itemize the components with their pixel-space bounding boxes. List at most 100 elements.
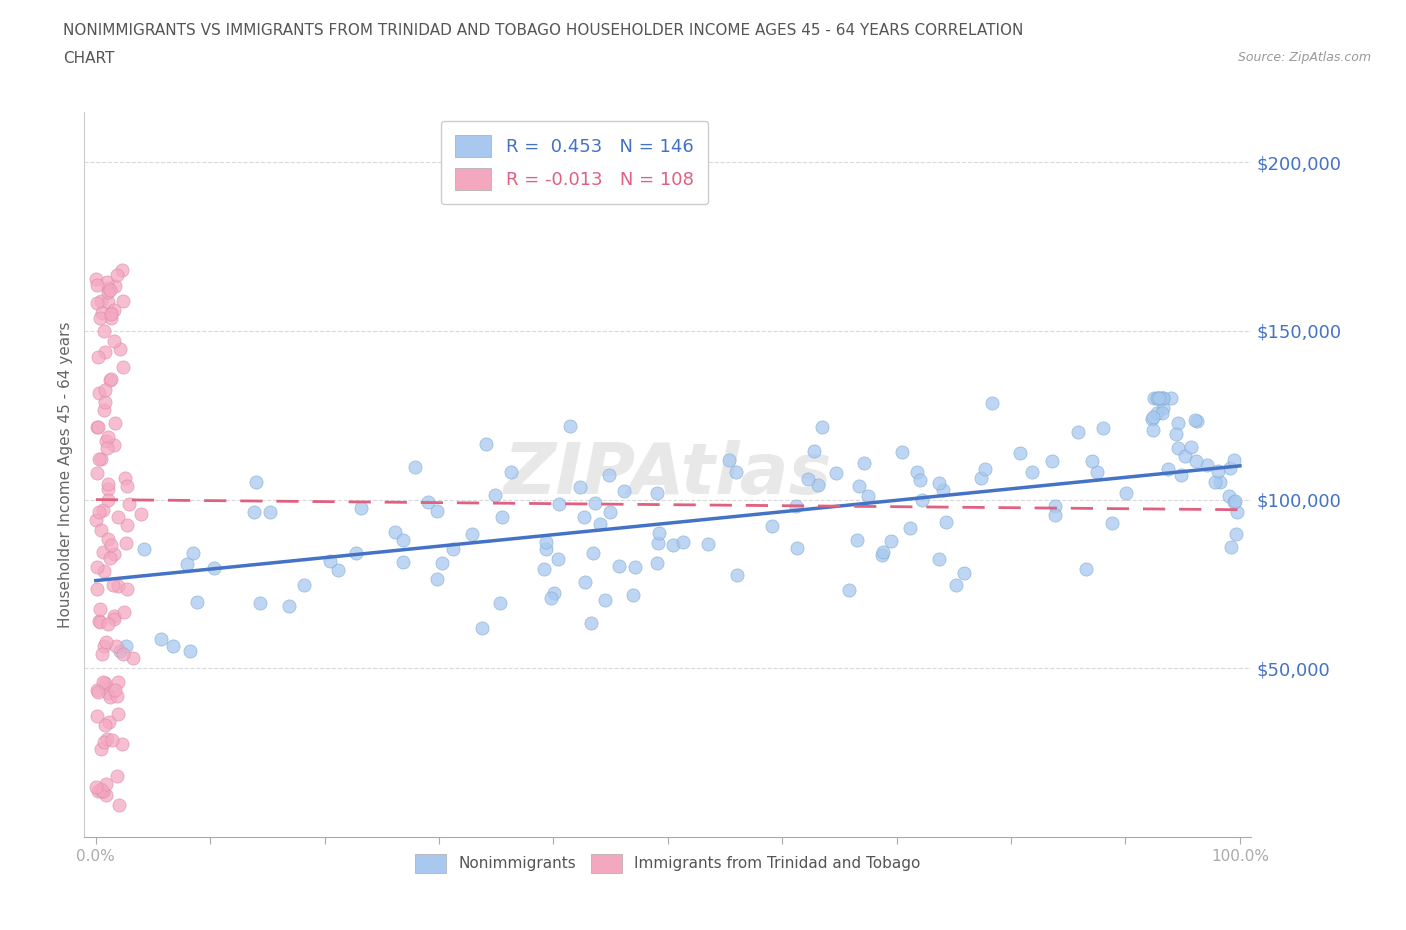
Point <box>86 295 108 310</box>
Point <box>725 567 748 582</box>
Point <box>111 294 134 309</box>
Point <box>94 680 117 695</box>
Point <box>953 565 976 580</box>
Point <box>98 689 121 704</box>
Point <box>534 534 557 549</box>
Point <box>613 484 636 498</box>
Point <box>583 496 606 511</box>
Point <box>932 483 955 498</box>
Point <box>181 546 204 561</box>
Point <box>548 497 571 512</box>
Point <box>1147 391 1170 405</box>
Point <box>94 433 117 448</box>
Point <box>430 555 453 570</box>
Point <box>86 466 108 481</box>
Point <box>908 472 931 487</box>
Point <box>104 278 127 293</box>
Point <box>441 541 464 556</box>
Point <box>811 419 834 434</box>
Point <box>1142 423 1164 438</box>
Point <box>134 541 156 556</box>
Point <box>96 685 118 700</box>
Point <box>87 452 110 467</box>
Point <box>100 307 122 322</box>
Point <box>350 500 373 515</box>
Point <box>91 783 114 798</box>
Point <box>91 305 114 320</box>
Point <box>89 615 111 630</box>
Point <box>97 285 120 299</box>
Point <box>870 548 893 563</box>
Point <box>86 277 108 292</box>
Point <box>86 708 108 723</box>
Point <box>1150 391 1173 405</box>
Point <box>112 604 135 619</box>
Point <box>1143 391 1166 405</box>
Point <box>392 533 415 548</box>
Point <box>803 444 825 458</box>
Point <box>589 516 612 531</box>
Point <box>86 419 108 434</box>
Point <box>1040 454 1063 469</box>
Point <box>87 783 110 798</box>
Point <box>90 523 112 538</box>
Point <box>87 419 110 434</box>
Point <box>935 515 957 530</box>
Point <box>796 472 818 486</box>
Point <box>131 506 153 521</box>
Point <box>89 602 111 617</box>
Point <box>86 581 108 596</box>
Point <box>848 479 870 494</box>
Point <box>93 324 115 339</box>
Point <box>100 311 122 325</box>
Point <box>1184 412 1206 427</box>
Point <box>898 521 921 536</box>
Point <box>96 275 118 290</box>
Point <box>672 535 695 550</box>
Point <box>1021 465 1043 480</box>
Point <box>1153 391 1175 405</box>
Point <box>1185 454 1208 469</box>
Point <box>1152 401 1174 416</box>
Point <box>1152 391 1174 405</box>
Point <box>484 487 506 502</box>
Point <box>1204 474 1226 489</box>
Point <box>534 541 557 556</box>
Point <box>599 504 621 519</box>
Point <box>974 461 997 476</box>
Point <box>87 386 110 401</box>
Point <box>593 592 616 607</box>
Point <box>103 612 125 627</box>
Point <box>90 452 112 467</box>
Point <box>103 303 125 318</box>
Point <box>623 560 645 575</box>
Point <box>945 578 967 592</box>
Point <box>1074 562 1097 577</box>
Point <box>1085 464 1108 479</box>
Point <box>846 532 869 547</box>
Point <box>94 777 117 791</box>
Point <box>103 609 125 624</box>
Point <box>86 683 108 698</box>
Point <box>90 782 112 797</box>
Point <box>86 560 108 575</box>
Point <box>162 639 184 654</box>
Point <box>1150 405 1173 420</box>
Text: ZIPAtlas: ZIPAtlas <box>503 440 832 509</box>
Text: NONIMMIGRANTS VS IMMIGRANTS FROM TRINIDAD AND TOBAGO HOUSEHOLDER INCOME AGES 45 : NONIMMIGRANTS VS IMMIGRANTS FROM TRINIDA… <box>63 23 1024 38</box>
Point <box>491 510 513 525</box>
Point <box>91 674 114 689</box>
Point <box>94 787 117 802</box>
Point <box>94 675 117 690</box>
Point <box>416 495 439 510</box>
Point <box>1223 453 1246 468</box>
Point <box>582 546 605 561</box>
Text: CHART: CHART <box>63 51 115 66</box>
Point <box>121 651 143 666</box>
Point <box>89 310 111 325</box>
Point <box>108 797 131 812</box>
Point <box>697 537 720 551</box>
Point <box>574 575 596 590</box>
Point <box>1206 463 1229 478</box>
Point <box>115 581 138 596</box>
